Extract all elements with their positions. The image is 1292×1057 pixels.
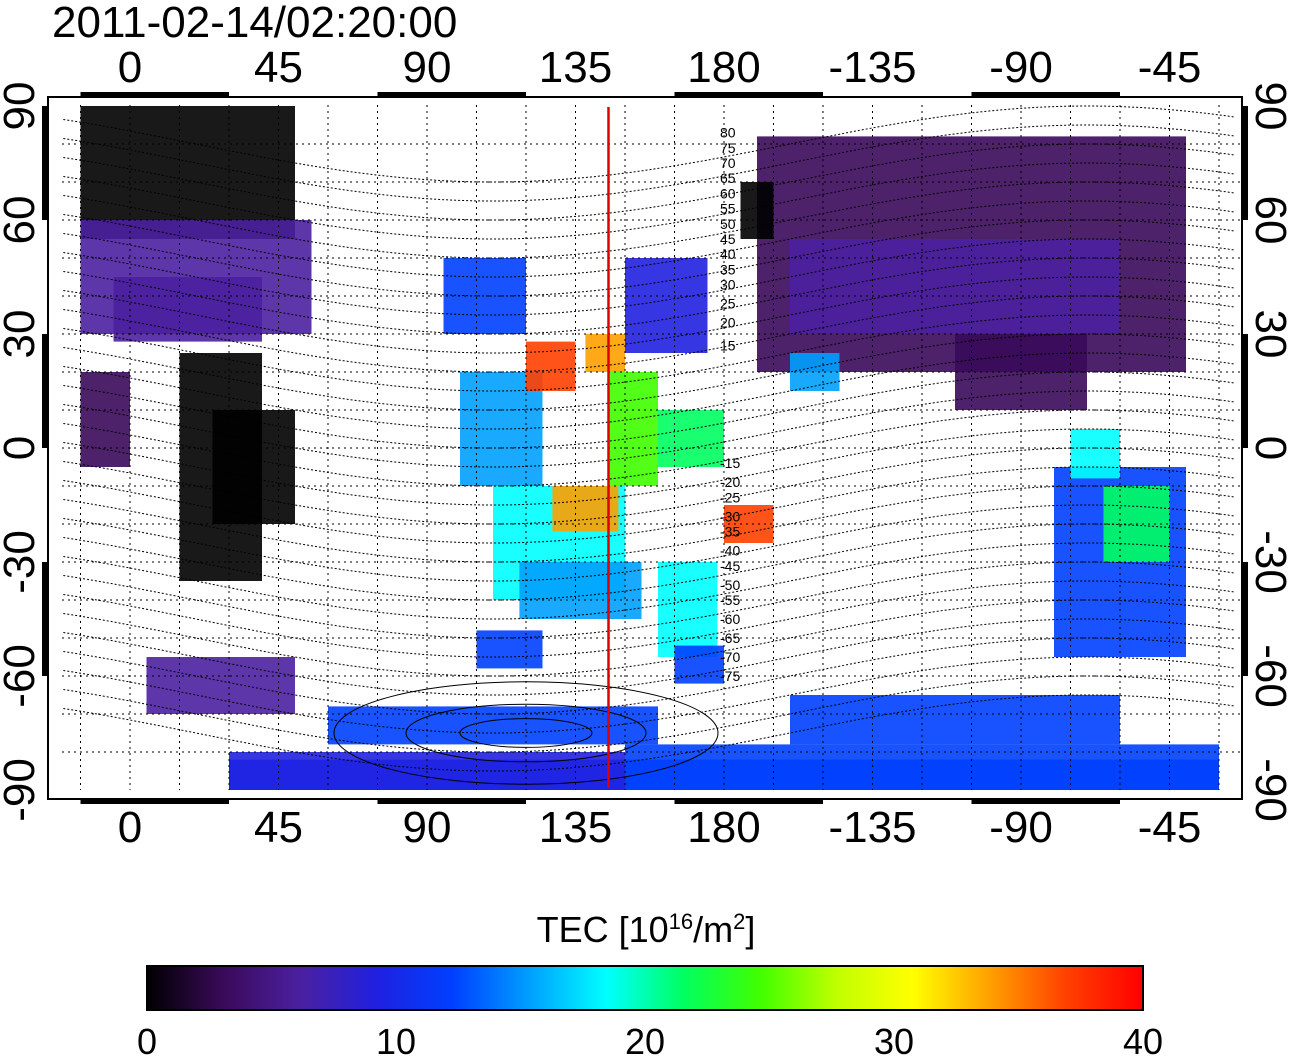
- lon-tick-bottom: -45: [1138, 803, 1202, 852]
- longitude-labels-bottom: 0 45 90 135 180 -135 -90 -45: [118, 803, 1202, 852]
- lat-tick-right: -60: [1246, 644, 1292, 708]
- magnetic-latitude-contours: [62, 105, 1236, 785]
- lat-tick-left: 90: [0, 82, 44, 131]
- mag-lat-label: 65: [720, 170, 736, 186]
- mag-lat-label: -45: [720, 558, 740, 574]
- mag-lat-label: 45: [720, 231, 736, 247]
- colorbar-title: TEC [1016/m2]: [536, 909, 756, 950]
- mag-lat-label: 70: [720, 155, 736, 171]
- colorbar-tick: 0: [137, 1021, 157, 1057]
- lon-tick-bottom: 135: [539, 803, 612, 852]
- lat-tick-left: 60: [0, 196, 44, 245]
- mag-lat-label: -55: [720, 592, 740, 608]
- mag-lat-label: 25: [720, 296, 736, 312]
- mag-lat-label: -60: [720, 611, 740, 627]
- lat-tick-right: -30: [1246, 530, 1292, 594]
- lat-tick-right: 0: [1246, 436, 1292, 460]
- mag-lat-label: -75: [720, 668, 740, 684]
- lat-tick-right: 30: [1246, 310, 1292, 359]
- mag-lat-label: -20: [720, 474, 740, 490]
- lon-tick-top: -90: [989, 43, 1053, 92]
- lon-tick-top: 180: [687, 43, 760, 92]
- colorbar-tick: 10: [376, 1021, 416, 1057]
- mag-lat-label: 30: [720, 277, 736, 293]
- tec-data-layer: [80, 106, 1219, 790]
- lat-tick-left: 0: [0, 436, 44, 460]
- mag-lat-label: 60: [720, 185, 736, 201]
- mag-lat-label: 55: [720, 201, 736, 217]
- mag-lat-label: 40: [720, 246, 736, 262]
- mag-lat-label: -40: [720, 543, 740, 559]
- mag-lat-label: -35: [720, 524, 740, 540]
- lon-tick-bottom: -135: [828, 803, 916, 852]
- longitude-labels-top: 0 45 90 135 180 -135 -90 -45: [118, 43, 1202, 92]
- mag-lat-label: 50: [720, 216, 736, 232]
- lon-tick-top: 90: [403, 43, 452, 92]
- colorbar-tick-labels: 0 10 20 30 40: [137, 1021, 1163, 1057]
- mag-lat-label: -15: [720, 455, 740, 471]
- lon-tick-bottom: 90: [403, 803, 452, 852]
- mag-lat-label: 75: [720, 140, 736, 156]
- lat-tick-left: -30: [0, 530, 44, 594]
- mag-lat-label: 20: [720, 315, 736, 331]
- mag-lat-label: 80: [720, 125, 736, 141]
- frame-tick-bars: [42, 92, 1248, 804]
- lon-tick-bottom: 180: [687, 803, 760, 852]
- graticule-grid: [62, 105, 1240, 790]
- lon-tick-bottom: 45: [254, 803, 303, 852]
- colorbar-tick: 20: [625, 1021, 665, 1057]
- latitude-labels-left: 90 60 30 0 -30 -60 -90: [0, 82, 44, 822]
- lat-tick-left: 30: [0, 310, 44, 359]
- mag-lat-label: -30: [720, 508, 740, 524]
- lon-tick-top: 135: [539, 43, 612, 92]
- colorbar-tick: 30: [874, 1021, 914, 1057]
- timestamp-title: 2011-02-14/02:20:00: [52, 0, 458, 47]
- lat-tick-left: -60: [0, 644, 44, 708]
- lon-tick-bottom: 0: [118, 803, 142, 852]
- lon-tick-top: 45: [254, 43, 303, 92]
- mag-lat-label: -65: [720, 630, 740, 646]
- lat-tick-right: 90: [1246, 82, 1292, 131]
- mag-lat-label: -50: [720, 577, 740, 593]
- lon-tick-top: -45: [1138, 43, 1202, 92]
- colorbar: [146, 965, 1144, 1011]
- lat-tick-right: -90: [1246, 758, 1292, 822]
- lat-tick-right: 60: [1246, 196, 1292, 245]
- lon-tick-top: -135: [828, 43, 916, 92]
- lon-tick-bottom: -90: [989, 803, 1053, 852]
- latitude-labels-right: 90 60 30 0 -30 -60 -90: [1246, 82, 1292, 822]
- mag-lat-label: 35: [720, 261, 736, 277]
- lon-tick-top: 0: [118, 43, 142, 92]
- mag-lat-label: 15: [720, 337, 736, 353]
- mag-lat-label: -25: [720, 489, 740, 505]
- colorbar-tick: 40: [1123, 1021, 1163, 1057]
- lat-tick-left: -90: [0, 758, 44, 822]
- mag-lat-label: -70: [720, 649, 740, 665]
